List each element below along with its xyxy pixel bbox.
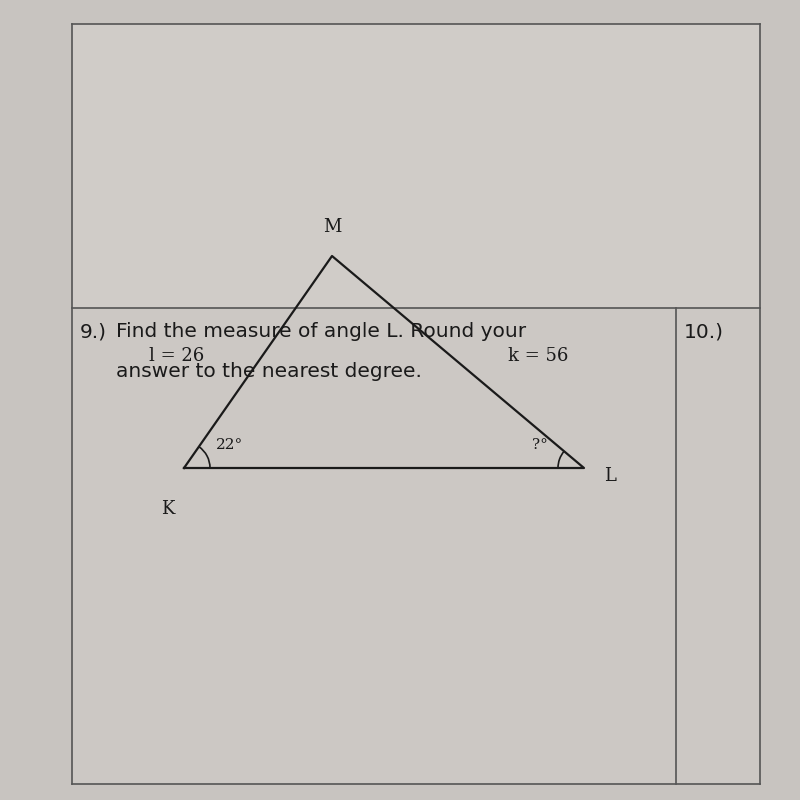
Text: answer to the nearest degree.: answer to the nearest degree. [116, 362, 422, 382]
Text: M: M [323, 218, 341, 236]
Text: ?°: ?° [532, 438, 548, 452]
Text: l = 26: l = 26 [149, 347, 204, 365]
Bar [72, 24, 760, 308]
Bar [72, 308, 676, 784]
Text: k = 56: k = 56 [508, 347, 568, 365]
Text: 9.): 9.) [80, 322, 107, 342]
Text: K: K [162, 500, 174, 518]
Text: 10.): 10.) [684, 322, 724, 342]
Text: Find the measure of angle L. Round your: Find the measure of angle L. Round your [116, 322, 526, 342]
Text: L: L [604, 467, 616, 485]
Text: 22°: 22° [216, 438, 243, 452]
Bar [676, 308, 760, 784]
